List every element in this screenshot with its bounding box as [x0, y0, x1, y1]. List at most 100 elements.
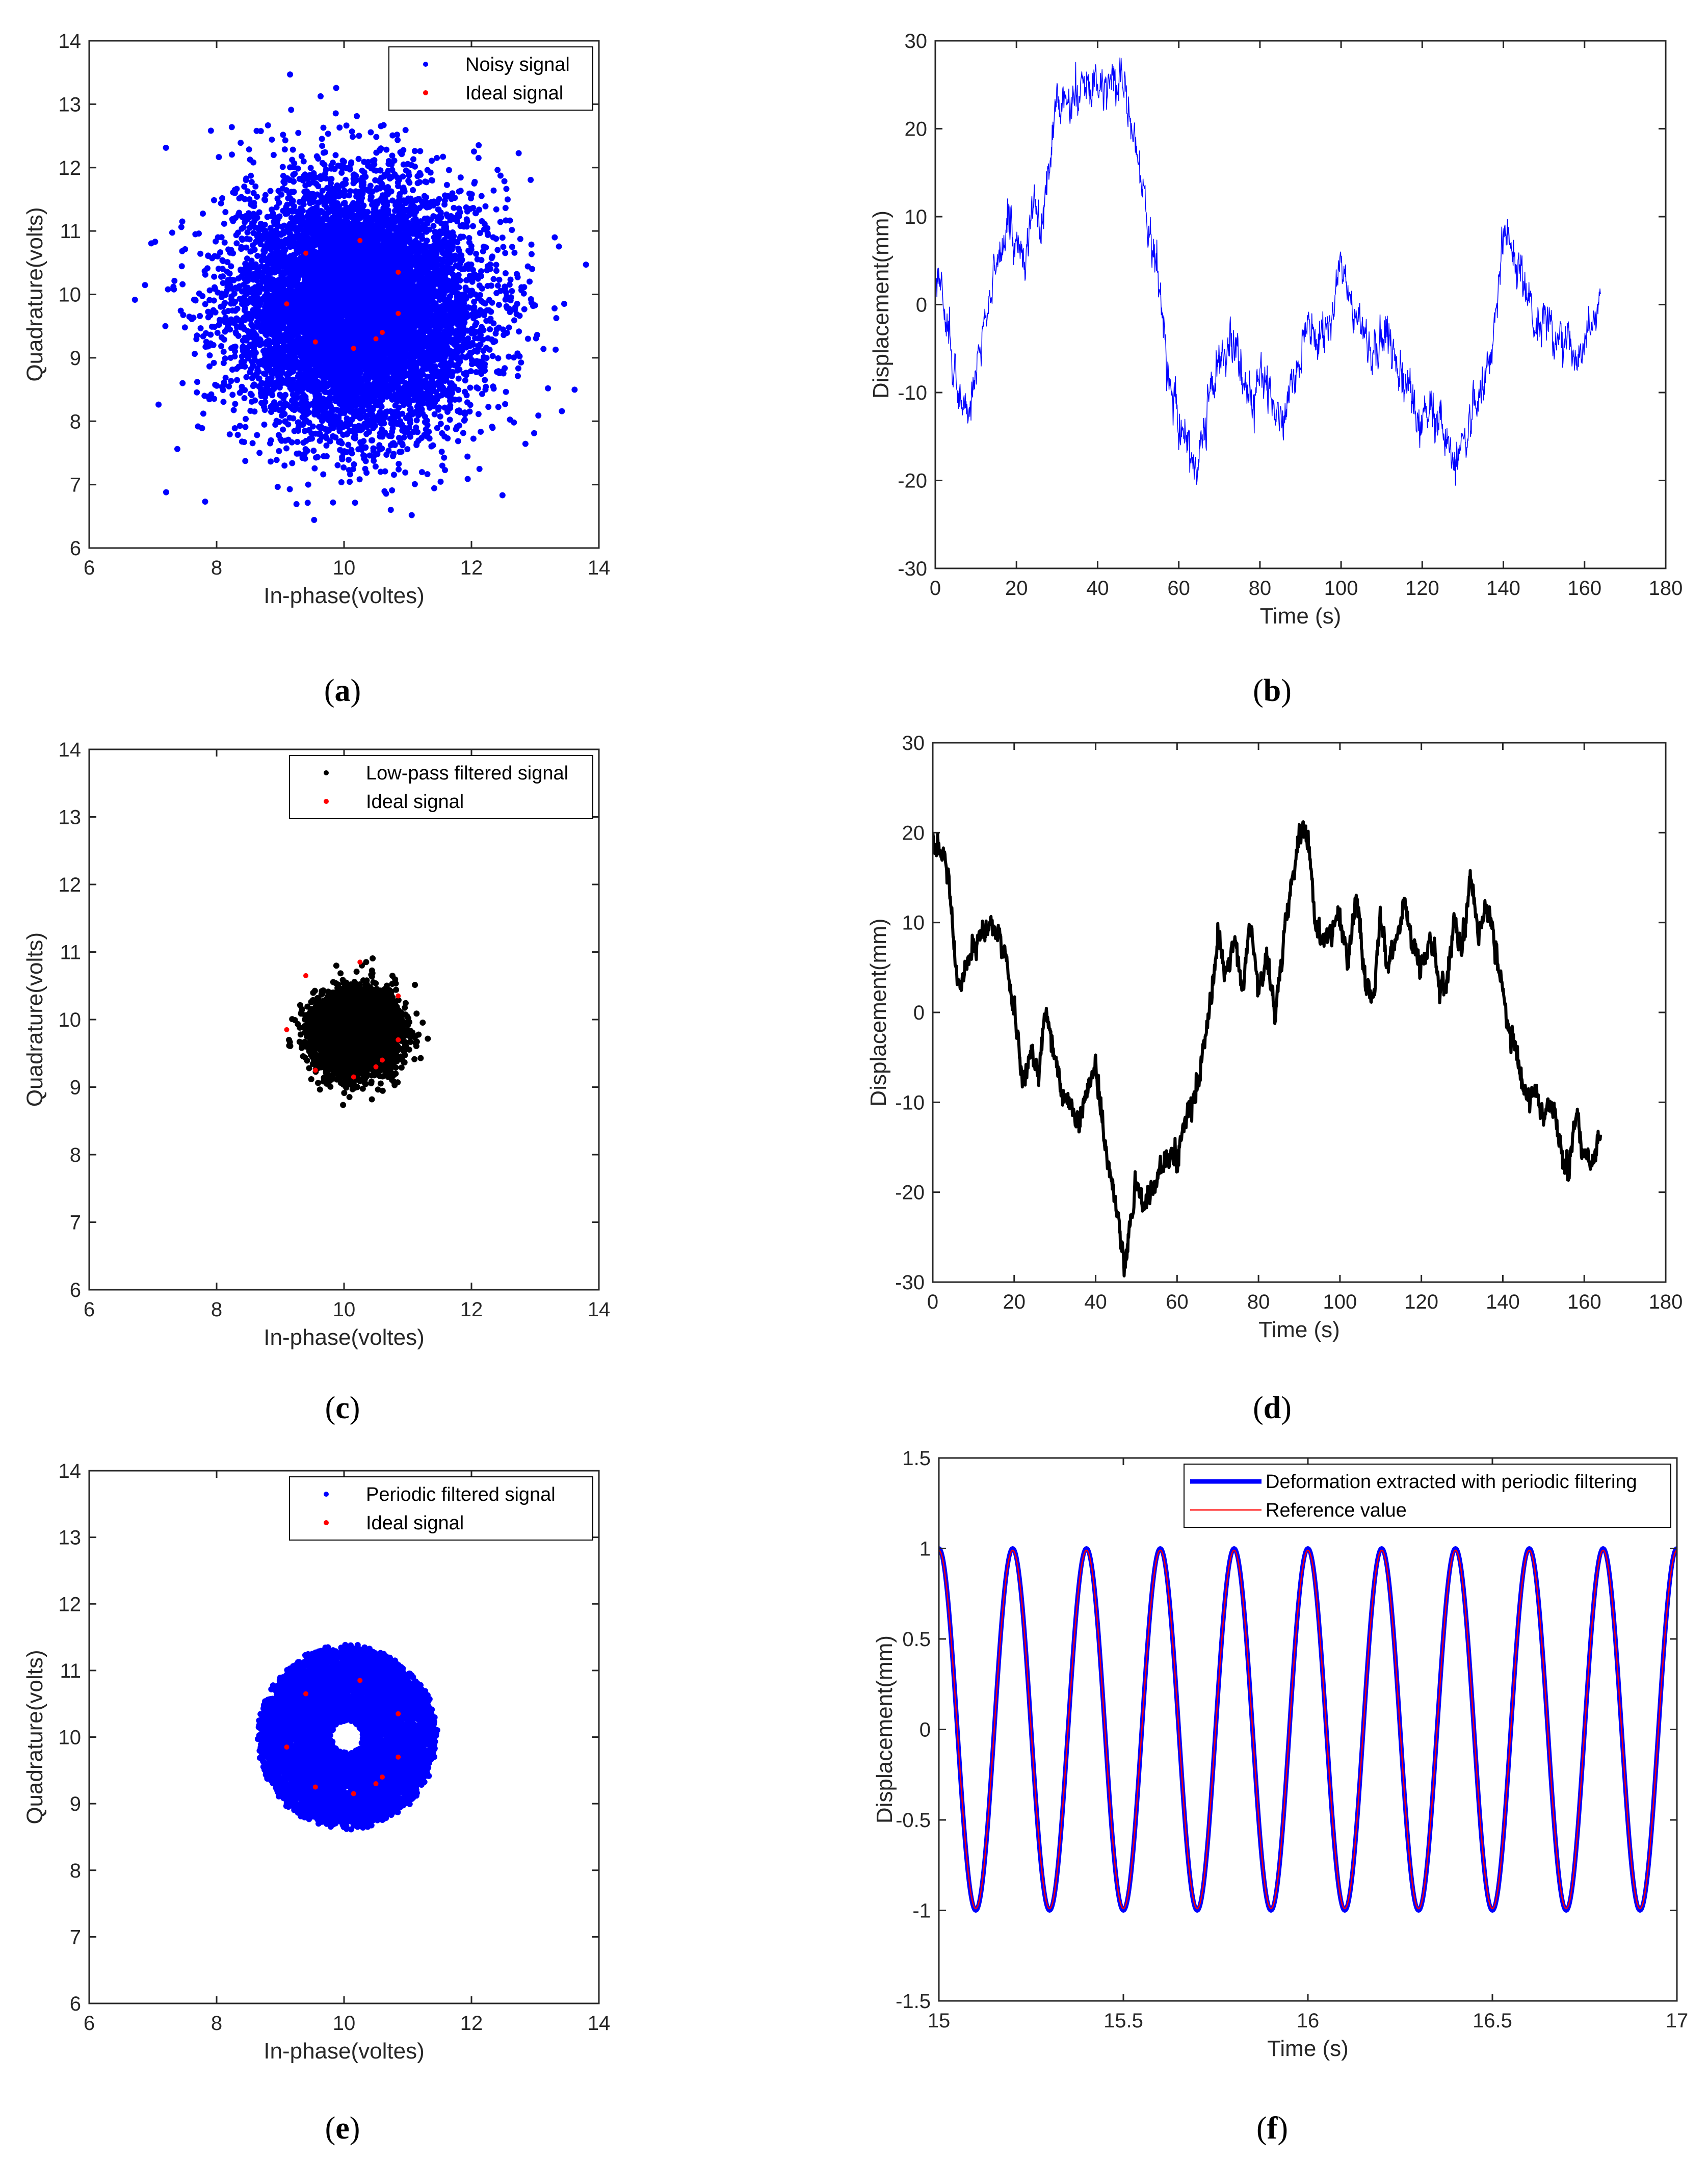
scatter-point [522, 440, 529, 447]
scatter-point [356, 133, 362, 139]
scatter-point [288, 107, 295, 113]
scatter-point [504, 196, 511, 203]
scatter-point [478, 193, 485, 199]
scatter-point [270, 152, 277, 159]
scatter-point [509, 288, 515, 295]
scatter-point [343, 122, 350, 129]
scatter-point [351, 461, 357, 467]
scatter-point [242, 415, 249, 422]
scatter-point [207, 331, 214, 338]
scatter-point [515, 365, 521, 372]
scatter-point [521, 306, 528, 312]
scatter-point [282, 392, 289, 398]
scatter-point [535, 412, 542, 419]
scatter-point [221, 239, 228, 246]
scatter-point [319, 136, 325, 142]
scatter-point [410, 156, 416, 163]
scatter-point [455, 438, 461, 445]
scatter-point [287, 71, 294, 78]
scatter-point [345, 441, 352, 448]
scatter-point [457, 174, 464, 181]
scatter-point [372, 463, 379, 470]
scatter-point [394, 132, 401, 138]
scatter-point [253, 127, 260, 134]
scatter-point [463, 392, 470, 399]
scatter-point [354, 113, 360, 119]
scatter-point [320, 471, 327, 478]
scatter-point [503, 186, 510, 192]
scatter-point [273, 457, 280, 463]
scatter-point [262, 399, 269, 405]
scatter-point [501, 178, 508, 185]
scatter-point [269, 136, 275, 143]
scatter-point [237, 296, 243, 302]
scatter-point [179, 218, 186, 225]
scatter-point [339, 456, 346, 462]
scatter-point [412, 163, 418, 170]
scatter-point [355, 155, 362, 162]
scatter-point [202, 301, 208, 307]
scatter-point [192, 351, 198, 357]
scatter-point [413, 424, 419, 431]
scatter-point [246, 146, 252, 153]
scatter-point [500, 244, 507, 250]
scatter-point [437, 478, 444, 485]
scatter-point [312, 454, 319, 461]
scatter-point [214, 329, 221, 336]
scatter-point [248, 179, 255, 186]
scatter-point [442, 467, 449, 474]
scatter-point [269, 387, 275, 394]
scatter-point [248, 172, 254, 179]
scatter-point [232, 401, 239, 407]
scatter-point [383, 146, 390, 153]
scatter-point [278, 412, 285, 419]
scatter-point [226, 270, 233, 277]
scatter-point [467, 292, 474, 299]
scatter-point [228, 263, 234, 270]
scatter-point [494, 167, 501, 173]
scatter-point [315, 183, 322, 190]
scatter-point [431, 411, 438, 418]
scatter-point [256, 450, 263, 456]
scatter-point [494, 282, 501, 289]
scatter-point [518, 359, 524, 366]
series-noisy-signal [132, 71, 589, 523]
scatter-point [528, 251, 535, 257]
scatter-point [243, 244, 250, 251]
scatter-point [238, 140, 244, 146]
scatter-point [399, 442, 406, 449]
scatter-point [418, 469, 425, 476]
scatter-point [402, 469, 409, 476]
scatter-point [211, 197, 217, 203]
scatter-point [490, 276, 497, 282]
scatter-point [470, 435, 477, 442]
scatter-point [517, 236, 523, 242]
scatter-point [232, 307, 239, 314]
scatter-point [583, 262, 589, 268]
scatter-point [250, 323, 256, 330]
scatter-point [467, 368, 474, 375]
scatter-point [449, 190, 456, 197]
scatter-point [244, 188, 251, 195]
panel-a-chart: 6 8 10 12 1467891011121314In-phase(voltes)Qu… [22, 30, 610, 608]
scatter-point [228, 378, 234, 384]
scatter-point [455, 375, 462, 382]
scatter-point [350, 134, 356, 140]
scatter-point [222, 209, 229, 215]
scatter-point [352, 500, 358, 506]
scatter-point [300, 158, 307, 165]
scatter-point [390, 472, 397, 478]
scatter-point [211, 284, 218, 291]
scatter-point [178, 263, 185, 270]
scatter-point [476, 142, 482, 148]
scatter-point [311, 516, 318, 523]
scatter-point [373, 134, 380, 140]
scatter-point [309, 423, 316, 430]
scatter-point [304, 500, 311, 506]
scatter-point [378, 180, 384, 187]
scatter-point [289, 460, 296, 466]
scatter-point [559, 408, 565, 414]
scatter-point [286, 486, 293, 492]
scatter-point [387, 507, 394, 513]
scatter-point [230, 407, 237, 413]
